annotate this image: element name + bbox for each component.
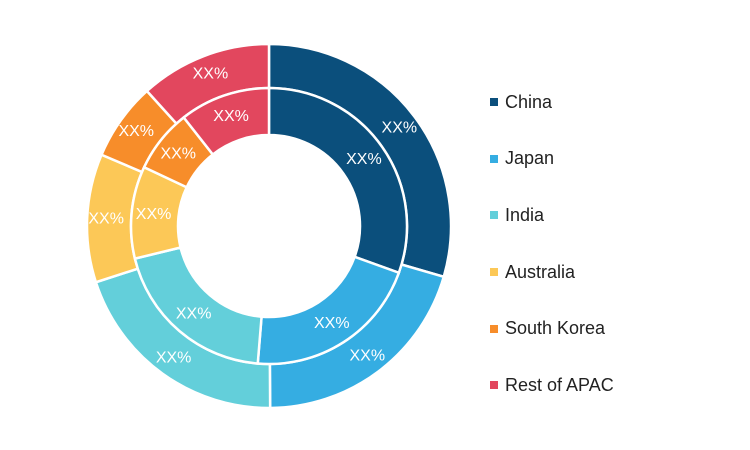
legend-item: South Korea <box>490 300 614 357</box>
legend-swatch <box>490 154 498 163</box>
legend-item: China <box>490 74 614 131</box>
legend-label: Rest of APAC <box>505 374 614 395</box>
inner-slice-label: XX% <box>213 108 249 125</box>
legend-swatch <box>490 381 498 390</box>
outer-slice-label: XX% <box>193 65 229 82</box>
inner-slice-label: XX% <box>136 206 172 223</box>
legend-swatch <box>490 324 498 333</box>
outer-slice-label: XX% <box>118 123 154 140</box>
legend-swatch <box>490 211 498 220</box>
outer-slice-label: XX% <box>349 348 385 365</box>
legend-swatch <box>490 98 498 107</box>
legend-item: Japan <box>490 131 614 188</box>
outer-slice-label: XX% <box>88 210 124 227</box>
inner-slice-label: XX% <box>346 151 382 168</box>
inner-slice-china <box>267 86 409 275</box>
legend-label: China <box>505 91 553 112</box>
legend-item: Australia <box>490 244 614 301</box>
outer-slice-label: XX% <box>156 350 192 367</box>
outer-slice-label: XX% <box>382 120 418 137</box>
legend-swatch <box>490 268 498 277</box>
inner-slice-label: XX% <box>160 145 196 162</box>
inner-slice-rest-of-apac <box>181 86 271 157</box>
legend: China Japan India Australia South Korea Rest … <box>490 74 614 414</box>
legend-item: Rest of APAC <box>490 357 614 414</box>
inner-slice-label: XX% <box>314 315 350 332</box>
legend-label: Australia <box>505 261 576 282</box>
inner-slice-label: XX% <box>176 306 212 323</box>
legend-label: South Korea <box>505 318 606 339</box>
legend-label: Japan <box>505 148 555 169</box>
legend-item: India <box>490 187 614 244</box>
legend-label: India <box>505 204 545 225</box>
